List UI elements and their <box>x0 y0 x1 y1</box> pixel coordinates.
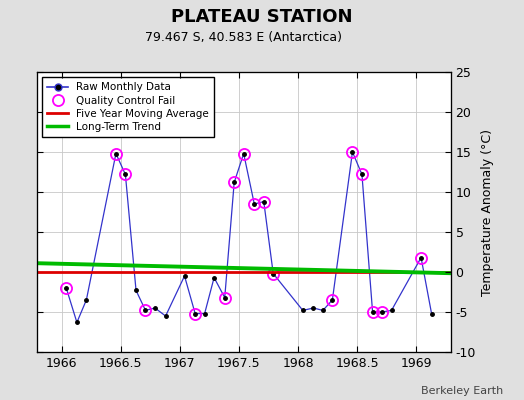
Title: 79.467 S, 40.583 E (Antarctica): 79.467 S, 40.583 E (Antarctica) <box>145 32 342 44</box>
Legend: Raw Monthly Data, Quality Control Fail, Five Year Moving Average, Long-Term Tren: Raw Monthly Data, Quality Control Fail, … <box>42 77 214 137</box>
Text: Berkeley Earth: Berkeley Earth <box>421 386 503 396</box>
Y-axis label: Temperature Anomaly (°C): Temperature Anomaly (°C) <box>482 128 495 296</box>
Text: PLATEAU STATION: PLATEAU STATION <box>171 8 353 26</box>
